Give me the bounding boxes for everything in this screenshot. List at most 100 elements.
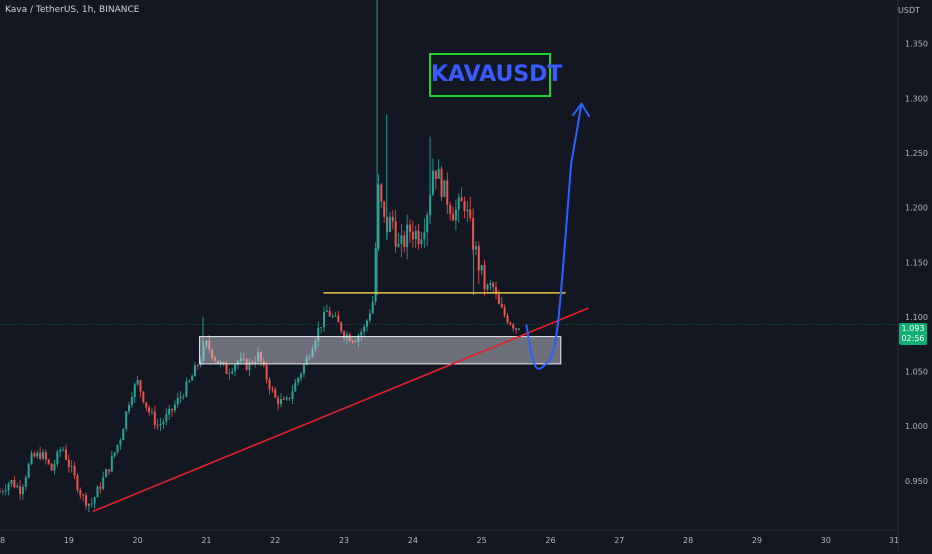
candle-body (33, 453, 36, 457)
candle-body (4, 490, 7, 492)
price-tick-label: 1.250 (905, 149, 928, 158)
candle-body (87, 503, 90, 506)
candle-body (363, 326, 366, 332)
time-tick-label: 25 (477, 536, 487, 545)
time-tick-label: 28 (683, 536, 693, 545)
candle-body (62, 449, 65, 451)
candle-body (365, 320, 368, 327)
candle-body (36, 452, 39, 457)
candle-body (113, 452, 116, 457)
candle-body (119, 440, 122, 445)
candle-body (188, 380, 191, 382)
candle-body (288, 397, 291, 399)
candle-body (411, 231, 414, 240)
candle-body (305, 357, 308, 365)
candle-body (242, 358, 245, 360)
candle-body (380, 184, 383, 202)
candle-body (512, 324, 515, 329)
candle-body (348, 334, 351, 341)
candle-body (325, 310, 328, 313)
price-tick-label: 1.000 (905, 422, 928, 431)
candle-body (76, 475, 79, 491)
candle-body (434, 170, 437, 179)
candle-body (340, 322, 343, 332)
candle-body (50, 463, 53, 471)
candle-body (357, 335, 360, 342)
candle-body (96, 486, 99, 498)
symbol-title[interactable]: Kava / TetherUS, 1h, BINANCE (5, 5, 140, 15)
candle-body (308, 356, 311, 358)
price-tick-label: 1.100 (905, 313, 928, 322)
time-tick-label: 21 (201, 536, 211, 545)
candle-body (222, 362, 225, 364)
candle-body (171, 408, 174, 411)
candle-body (73, 466, 76, 476)
candle-body (70, 466, 73, 467)
candle-body (202, 346, 205, 361)
candle-body (179, 396, 182, 398)
candle-body (449, 205, 452, 214)
candle-body (90, 503, 93, 505)
candle-body (1, 491, 4, 493)
candle-body (130, 396, 133, 405)
candle-body (426, 215, 429, 233)
candle-body (107, 469, 110, 472)
candle-body (82, 494, 85, 496)
candle-body (423, 232, 426, 240)
time-tick-label: 29 (752, 536, 762, 545)
candle-body (176, 397, 179, 405)
candle-body (13, 480, 16, 488)
candle-body (437, 168, 440, 179)
candle-body (406, 224, 409, 247)
candle-body (454, 209, 457, 221)
candle-body (39, 452, 42, 459)
candle-body (320, 327, 323, 329)
projection-path (525, 103, 583, 370)
candle-body (257, 351, 260, 362)
candle-body (515, 328, 518, 330)
candle-body (457, 197, 460, 210)
candle-body (0, 491, 1, 493)
time-tick-label: 24 (408, 536, 418, 545)
candle-body (414, 230, 417, 240)
candle-body (47, 459, 50, 464)
candle-body (205, 340, 208, 347)
candle-body (216, 360, 219, 364)
ticker-annotation-label[interactable]: KAVAUSDT (429, 53, 562, 97)
candle-body (231, 371, 234, 374)
candle-body (486, 284, 489, 290)
candle-body (394, 221, 397, 247)
candle-body (517, 328, 520, 330)
candle-body (291, 391, 294, 399)
candle-body (85, 495, 88, 506)
candle-body (148, 407, 151, 413)
candle-body (133, 384, 136, 397)
candle-body (228, 373, 231, 374)
candle-body (334, 315, 337, 317)
candle-body (314, 340, 317, 350)
current-price-tag: 1.093 02:56 (899, 323, 927, 345)
candle-body (196, 365, 199, 367)
candle-body (322, 312, 325, 328)
time-tick-label: 18 (0, 536, 5, 545)
candle-body (139, 380, 142, 392)
candle-body (377, 184, 380, 249)
candle-body (182, 396, 185, 398)
candle-body (500, 303, 503, 308)
candle-body (150, 411, 153, 413)
candle-body (294, 382, 297, 392)
candle-body (297, 378, 300, 383)
candle-body (42, 452, 45, 459)
candle-body (351, 340, 354, 342)
candle-body (282, 399, 285, 400)
candle-body (472, 218, 475, 250)
current-price-value: 1.093 (901, 324, 925, 333)
candle-body (259, 351, 262, 362)
candle-body (185, 381, 188, 397)
time-tick-label: 26 (545, 536, 555, 545)
time-tick-label: 27 (614, 536, 624, 545)
candle-body (300, 373, 303, 379)
price-tick-label: 1.200 (905, 204, 928, 213)
